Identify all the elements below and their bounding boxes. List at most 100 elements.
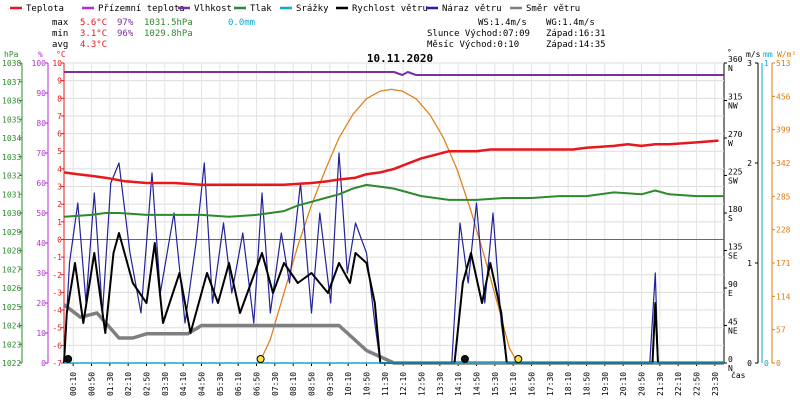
legend-label: Náraz větru	[442, 4, 502, 14]
humidity_pct-tick-label: 90	[36, 89, 46, 98]
temperature-unit: °C	[56, 50, 66, 59]
stats-min-temp: 3.1°C	[80, 29, 107, 39]
humidity_pct-tick-label: 30	[36, 269, 46, 278]
x-tick-label: 17:30	[546, 372, 555, 396]
series-line	[63, 139, 719, 187]
stats-min-label: min	[52, 29, 68, 39]
x-tick-label: 10:50	[363, 372, 372, 396]
x-tick-label: 01:30	[106, 372, 115, 396]
solar-tick-label: 456	[776, 92, 791, 101]
wind-direction-compass-label: S	[728, 214, 733, 223]
stats-max-label: max	[52, 18, 69, 28]
legend: Teplota Přízemní teplota Vlhkost Tlak Sr…	[10, 4, 580, 14]
x-tick-label: 08:10	[289, 372, 298, 396]
solar-tick-label: 0	[776, 359, 781, 368]
humidity_pct-tick-label: 100	[32, 59, 47, 68]
legend-item-temperature: Teplota	[10, 4, 64, 14]
sun-marker	[256, 355, 265, 363]
wind-direction-compass-label: W	[728, 139, 733, 148]
moon-marker	[460, 355, 469, 363]
legend-label: Rychlost větru	[352, 4, 428, 14]
series-line	[64, 71, 724, 76]
x-tick-label: 16:10	[509, 372, 518, 396]
temperature_c-tick-label: -4	[52, 306, 62, 315]
x-tick-label: 20:10	[619, 372, 628, 396]
pressure_hpa-tick-label: 1024	[2, 322, 21, 331]
temperature_c-tick-label: 2	[57, 200, 62, 209]
temperature_c-tick-label: 0	[57, 235, 62, 244]
legend-item-wind-direction: Směr větru	[510, 4, 580, 14]
wind-direction-compass-label: NE	[728, 327, 738, 336]
pressure_hpa-tick-label: 1028	[2, 247, 21, 256]
x-tick-label: 05:30	[216, 372, 225, 396]
x-tick-label: 09:30	[326, 372, 335, 396]
wind-direction-compass-label: N	[728, 364, 733, 373]
pressure_hpa-tick-label: 1034	[2, 134, 21, 143]
wind-direction-compass-label: SW	[728, 177, 738, 186]
x-tick-label: 16:50	[528, 372, 537, 396]
pressure_hpa-tick-label: 1027	[2, 265, 21, 274]
wind-speed-tick-label: 0	[747, 359, 752, 368]
wind-direction-compass-label: SE	[728, 252, 738, 261]
solar-tick-label: 513	[776, 59, 791, 68]
rain-unit: mm	[763, 50, 773, 59]
series-layer	[62, 71, 724, 365]
time-unit: čas	[731, 370, 746, 380]
x-tick-label: 11:30	[381, 372, 390, 396]
stats-max-humidity: 97%	[117, 18, 134, 28]
wind-direction-tick-label: 270	[728, 130, 743, 139]
pressure_hpa-tick-label: 1026	[2, 284, 21, 293]
wind-speed-tick-label: 1	[747, 259, 752, 268]
pressure_hpa-tick-label: 1029	[2, 228, 21, 237]
legend-item-ground-temperature: Přízemní teplota	[82, 4, 185, 14]
solar-tick-label: 57	[776, 326, 786, 335]
x-tick-label: 02:10	[124, 372, 133, 396]
x-tick-label: 18:10	[564, 372, 573, 396]
wind-direction-compass-label: N	[728, 64, 733, 73]
stats-block: max 5.6°C 97% 1031.5hPa 0.0mm min 3.1°C …	[52, 18, 255, 50]
temperature_c-tick-label: 10	[52, 59, 62, 68]
x-tick-label: 10:10	[344, 372, 353, 396]
sun-marker	[514, 355, 523, 363]
pressure_hpa-tick-label: 1032	[2, 172, 21, 181]
wind-direction-tick-label: 90	[728, 280, 738, 289]
series-line	[63, 152, 724, 364]
legend-item-humidity: Vlhkost	[178, 4, 232, 14]
stats-min-humidity: 96%	[117, 29, 134, 39]
solar-tick-label: 171	[776, 259, 791, 268]
moonrise-info: Měsíc Východ:0:10	[427, 40, 519, 50]
stats-max-pressure: 1031.5hPa	[144, 18, 193, 28]
humidity_pct-tick-label: 80	[36, 119, 46, 128]
sunset-info: Západ:16:31	[546, 29, 606, 39]
stats-max-rain: 0.0mm	[228, 18, 255, 28]
solar-tick-label: 399	[776, 126, 791, 135]
x-tick-label: 00:50	[88, 372, 97, 396]
humidity_pct-tick-label: 50	[36, 209, 46, 218]
wind-speed-tick-label: 3	[747, 59, 752, 68]
temperature_c-tick-label: -5	[52, 324, 62, 333]
rain-tick-label: 1	[764, 59, 769, 68]
humidity_pct-tick-label: 20	[36, 299, 46, 308]
x-tick-label: 00:10	[69, 372, 78, 396]
wind-direction-compass-label: E	[728, 289, 733, 298]
wind-speed-tick-label: 2	[747, 159, 752, 168]
axis-units: hPa % °C ° m/s mm W/m² čas	[4, 48, 796, 380]
pressure_hpa-tick-label: 1037	[2, 78, 21, 87]
temperature_c-tick-label: 7	[57, 112, 62, 121]
x-axis: 00:10 00:50 01:30 02:10 02:50 03:30 04:10 04:50…	[69, 363, 720, 396]
temperature_c-tick-label: -3	[52, 288, 62, 297]
humidity_pct-tick-label: 40	[36, 239, 46, 248]
solar-tick-label: 285	[776, 192, 791, 201]
temperature_c-tick-label: 6	[57, 130, 62, 139]
x-tick-label: 04:50	[198, 372, 207, 396]
x-tick-label: 02:50	[143, 372, 152, 396]
legend-item-wind-gust: Náraz větru	[426, 4, 502, 14]
temperature_c-tick-label: 8	[57, 94, 62, 103]
x-tick-label: 04:10	[179, 372, 188, 396]
wind-direction-tick-label: 360	[728, 55, 743, 64]
x-tick-label: 21:30	[656, 372, 665, 396]
temperature_c-tick-label: -2	[52, 271, 62, 280]
left-axes: 1022102310241025102610271028102910301031…	[2, 59, 65, 368]
x-tick-label: 22:50	[693, 372, 702, 396]
